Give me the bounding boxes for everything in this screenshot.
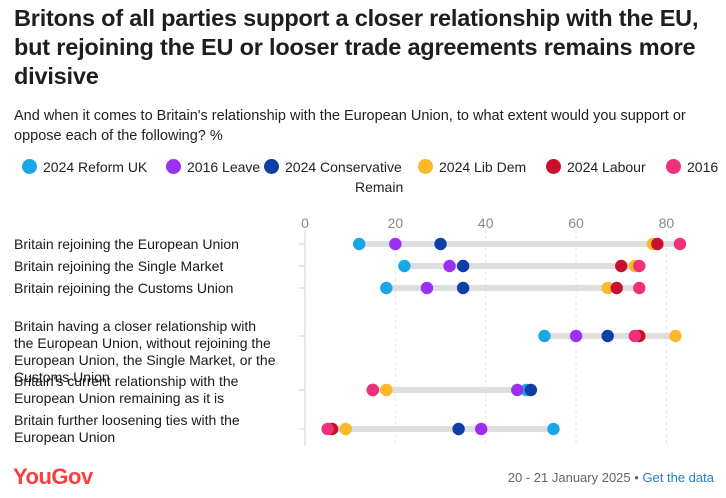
row-label-5-line-1: Britain's current relationship with the — [14, 373, 239, 389]
survey-date: 20 - 21 January 2025 — [507, 470, 631, 485]
dot-2024-reform-uk-row-4 — [538, 329, 551, 343]
dot-2016-leave-row-3 — [420, 281, 434, 295]
row-label-6-line-2: European Union — [14, 429, 115, 445]
x-tick-label-80: 80 — [659, 215, 675, 231]
dot-2024-labour-row-1 — [651, 237, 664, 251]
dot-2024-lib-dem-row-5 — [380, 383, 393, 397]
legend-swatch — [418, 159, 433, 174]
row-label-4-line-2: the European Union, without rejoining th… — [14, 335, 271, 351]
dot-2016-leave-row-1 — [389, 237, 402, 251]
dot-2016-remain-row-3 — [633, 281, 646, 295]
row-label-5-line-2: European Union remaining as it is — [14, 390, 224, 406]
row-label-4-line-4: Customs Union — [14, 369, 110, 385]
dot-2024-conservative-row-6 — [452, 422, 465, 436]
x-tick-label-40: 40 — [478, 215, 494, 231]
dot-2024-labour-row-3 — [610, 281, 623, 295]
dot-2024-conservative-row-3 — [456, 281, 470, 295]
footer-separator: • — [630, 470, 643, 485]
dot-2024-lib-dem-row-6 — [339, 422, 352, 436]
dot-2016-remain-row-2 — [633, 259, 646, 273]
footer-source: 20 - 21 January 2025 • Get the data — [508, 470, 714, 485]
dot-2016-remain-row-1 — [673, 237, 687, 251]
legend-swatch — [166, 159, 181, 174]
x-tick-label-60: 60 — [568, 215, 584, 231]
dot-2024-reform-uk-row-1 — [353, 237, 366, 251]
dot-2024-lib-dem-row-3 — [601, 281, 614, 295]
row-label-3-line-1: Britain rejoining the Customs Union — [14, 280, 233, 296]
x-tick-label-0: 0 — [301, 215, 309, 231]
dot-2024-reform-uk-row-6 — [547, 422, 560, 436]
row-label-4-line-1: Britain having a closer relationship wit… — [14, 318, 256, 334]
dot-2024-reform-uk-row-3 — [380, 281, 393, 295]
dot-2024-conservative-row-1 — [434, 237, 447, 251]
yougov-logo: YouGov — [13, 464, 93, 489]
legend: 2024 Reform UK 2016 Leave 2024 Conservativ… — [14, 157, 718, 199]
row-label-1-line-1: Britain rejoining the European Union — [14, 236, 239, 252]
dot-2024-lib-dem-row-4 — [669, 329, 682, 343]
row-label-4-line-3: European Union, the Single Market, or th… — [14, 352, 276, 368]
dot-2016-remain-row-5 — [366, 383, 379, 397]
legend-swatch — [22, 159, 37, 174]
dot-2016-leave-row-6 — [474, 422, 488, 436]
dot-2016-leave-row-2 — [443, 259, 456, 273]
get-the-data-link[interactable]: Get the data — [642, 470, 714, 485]
row-label-2-line-1: Britain rejoining the Single Market — [14, 258, 223, 274]
chart-title: Britons of all parties support a closer … — [14, 5, 699, 89]
legend-swatch — [546, 159, 561, 174]
dot-2016-leave-row-4 — [569, 329, 583, 343]
dot-2016-remain-row-4 — [628, 329, 641, 343]
legend-swatch — [666, 159, 681, 174]
legend-label: 2016 Leave — [187, 159, 261, 175]
dot-2024-conservative-row-4 — [601, 329, 614, 343]
dot-2016-remain-row-6 — [321, 422, 334, 436]
legend-swatch — [264, 159, 279, 174]
dot-2024-conservative-row-2 — [456, 259, 470, 273]
legend-label: 2024 Conservative — [285, 159, 402, 175]
dot-2024-labour-row-2 — [615, 259, 628, 273]
dot-2024-reform-uk-row-2 — [398, 259, 411, 273]
legend-label: 2024 Labour — [567, 159, 646, 175]
x-tick-label-20: 20 — [388, 215, 404, 231]
legend-label: 2024 Reform UK — [43, 159, 148, 175]
legend-label: 2024 Lib Dem — [439, 159, 527, 175]
legend-label: 2016 Remain — [355, 159, 719, 195]
dot-2016-leave-row-5 — [511, 383, 524, 397]
chart-subtitle: And when it comes to Britain's relations… — [14, 108, 686, 144]
row-label-6-line-1: Britain further loosening ties with the — [14, 412, 240, 428]
dot-2024-conservative-row-5 — [524, 383, 538, 397]
